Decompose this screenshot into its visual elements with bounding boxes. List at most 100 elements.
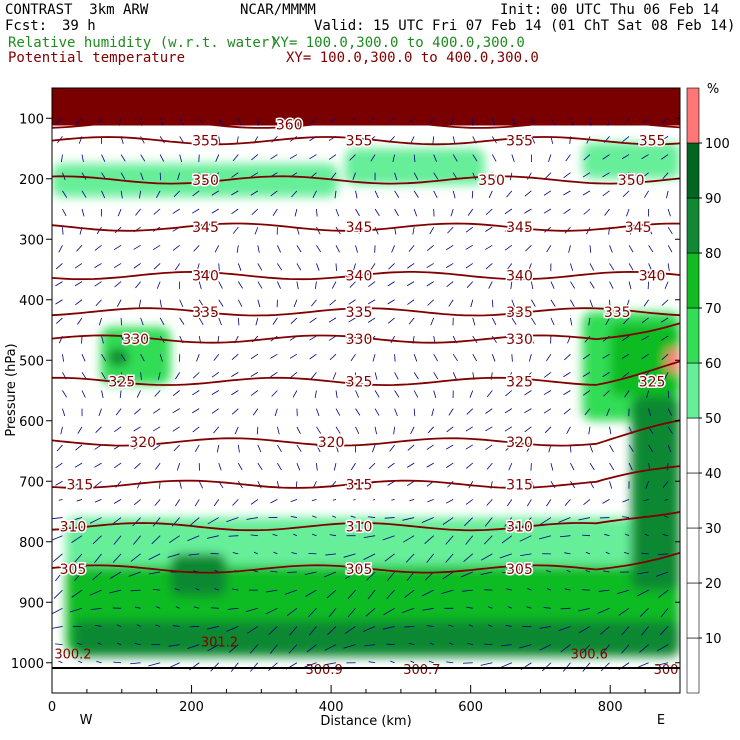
theta-label-310: 310 [506,520,533,536]
wind-vector [511,154,515,162]
wind-vector [452,372,457,380]
wind-vector [94,263,102,268]
wind-vector [156,281,161,289]
wind-vector [231,408,239,415]
wind-vector [413,154,416,163]
wind-vector [316,426,322,434]
wind-vector [481,553,493,561]
wind-vector [272,208,278,216]
wind-vector [402,535,415,543]
wind-vector [446,661,454,664]
wind-vector [543,390,552,396]
wind-vector [316,408,320,417]
wind-vector [470,299,474,308]
wind-vector [367,299,376,305]
wind-vector [491,317,497,326]
wind-vector [491,335,497,344]
colorbar-swatch [686,582,700,639]
wind-vector [311,299,317,307]
wind-vector [250,534,258,537]
wind-vector [198,481,204,489]
wind-vector [667,226,673,235]
wind-vector [237,263,242,271]
wind-vector [167,553,180,558]
wind-vector [387,317,395,324]
wind-vector [159,118,164,126]
wind-vector [485,208,493,215]
wind-vector [604,208,610,216]
wind-vector [582,390,591,396]
wind-vector [465,499,474,505]
wind-vector [609,462,615,471]
wind-vector [314,281,317,290]
wind-vector [234,426,239,435]
wind-vector [331,281,337,289]
colorbar-tick-label: 100 [705,137,730,152]
wind-vector [384,517,395,519]
wind-vector [344,626,356,634]
wind-vector [641,136,649,142]
wind-vector [539,626,551,629]
wind-vector [583,154,591,161]
wind-vector [277,462,282,471]
wind-vector [372,354,376,362]
wind-vector [148,571,161,575]
wind-vector [328,608,337,618]
wind-vector [506,499,513,507]
wind-vector [404,589,415,598]
wind-vector [505,444,513,451]
wind-vector [330,172,337,180]
wind-vector [662,481,669,488]
wind-vector [74,553,83,563]
wind-vector [558,517,571,523]
wind-vector [74,281,83,287]
theta-label-305: 305 [346,562,373,578]
rh-region [52,163,339,197]
wind-vector [511,354,513,362]
wind-vector [646,390,649,398]
wind-vector [511,136,517,144]
wind-vector [636,662,649,669]
wind-vector [520,553,532,557]
wind-vector [597,607,610,614]
wind-vector [603,570,610,573]
wind-vector [413,172,419,180]
y-tick-label: 800 [19,536,44,551]
wind-vector [159,299,162,308]
wind-vector [349,154,356,161]
wind-vector [350,353,356,362]
wind-vector [609,481,613,489]
wind-vector [628,263,634,271]
wind-vector [196,263,200,271]
wind-vector [582,172,591,178]
wind-vector [628,462,633,471]
wind-vector [409,499,415,502]
wind-vector [460,571,473,578]
wind-vector [335,408,341,416]
wind-vector [289,353,298,359]
wind-vector [442,571,454,580]
wind-vector [55,281,63,287]
colorbar-swatch [686,527,700,584]
wind-vector [491,299,494,308]
wind-vector [355,245,358,253]
wind-vector [452,353,458,362]
wind-vector [291,118,298,126]
wind-vector [628,245,634,253]
wind-vector [206,535,219,539]
wind-vector [270,154,278,160]
y-tick-label: 200 [19,173,44,188]
rh-upper-band [52,91,680,126]
theta-label-305: 305 [60,562,87,578]
east-label: E [657,713,665,728]
wind-vector [96,660,102,664]
wind-vector [462,589,473,592]
wind-vector [609,245,613,253]
wind-vector [192,226,200,233]
colorbar-tick-label: 10 [705,632,722,647]
wind-vector [485,244,493,250]
wind-vector [639,608,649,617]
wind-vector [218,462,222,471]
theta-label-340: 340 [192,269,219,285]
wind-vector [609,281,614,289]
